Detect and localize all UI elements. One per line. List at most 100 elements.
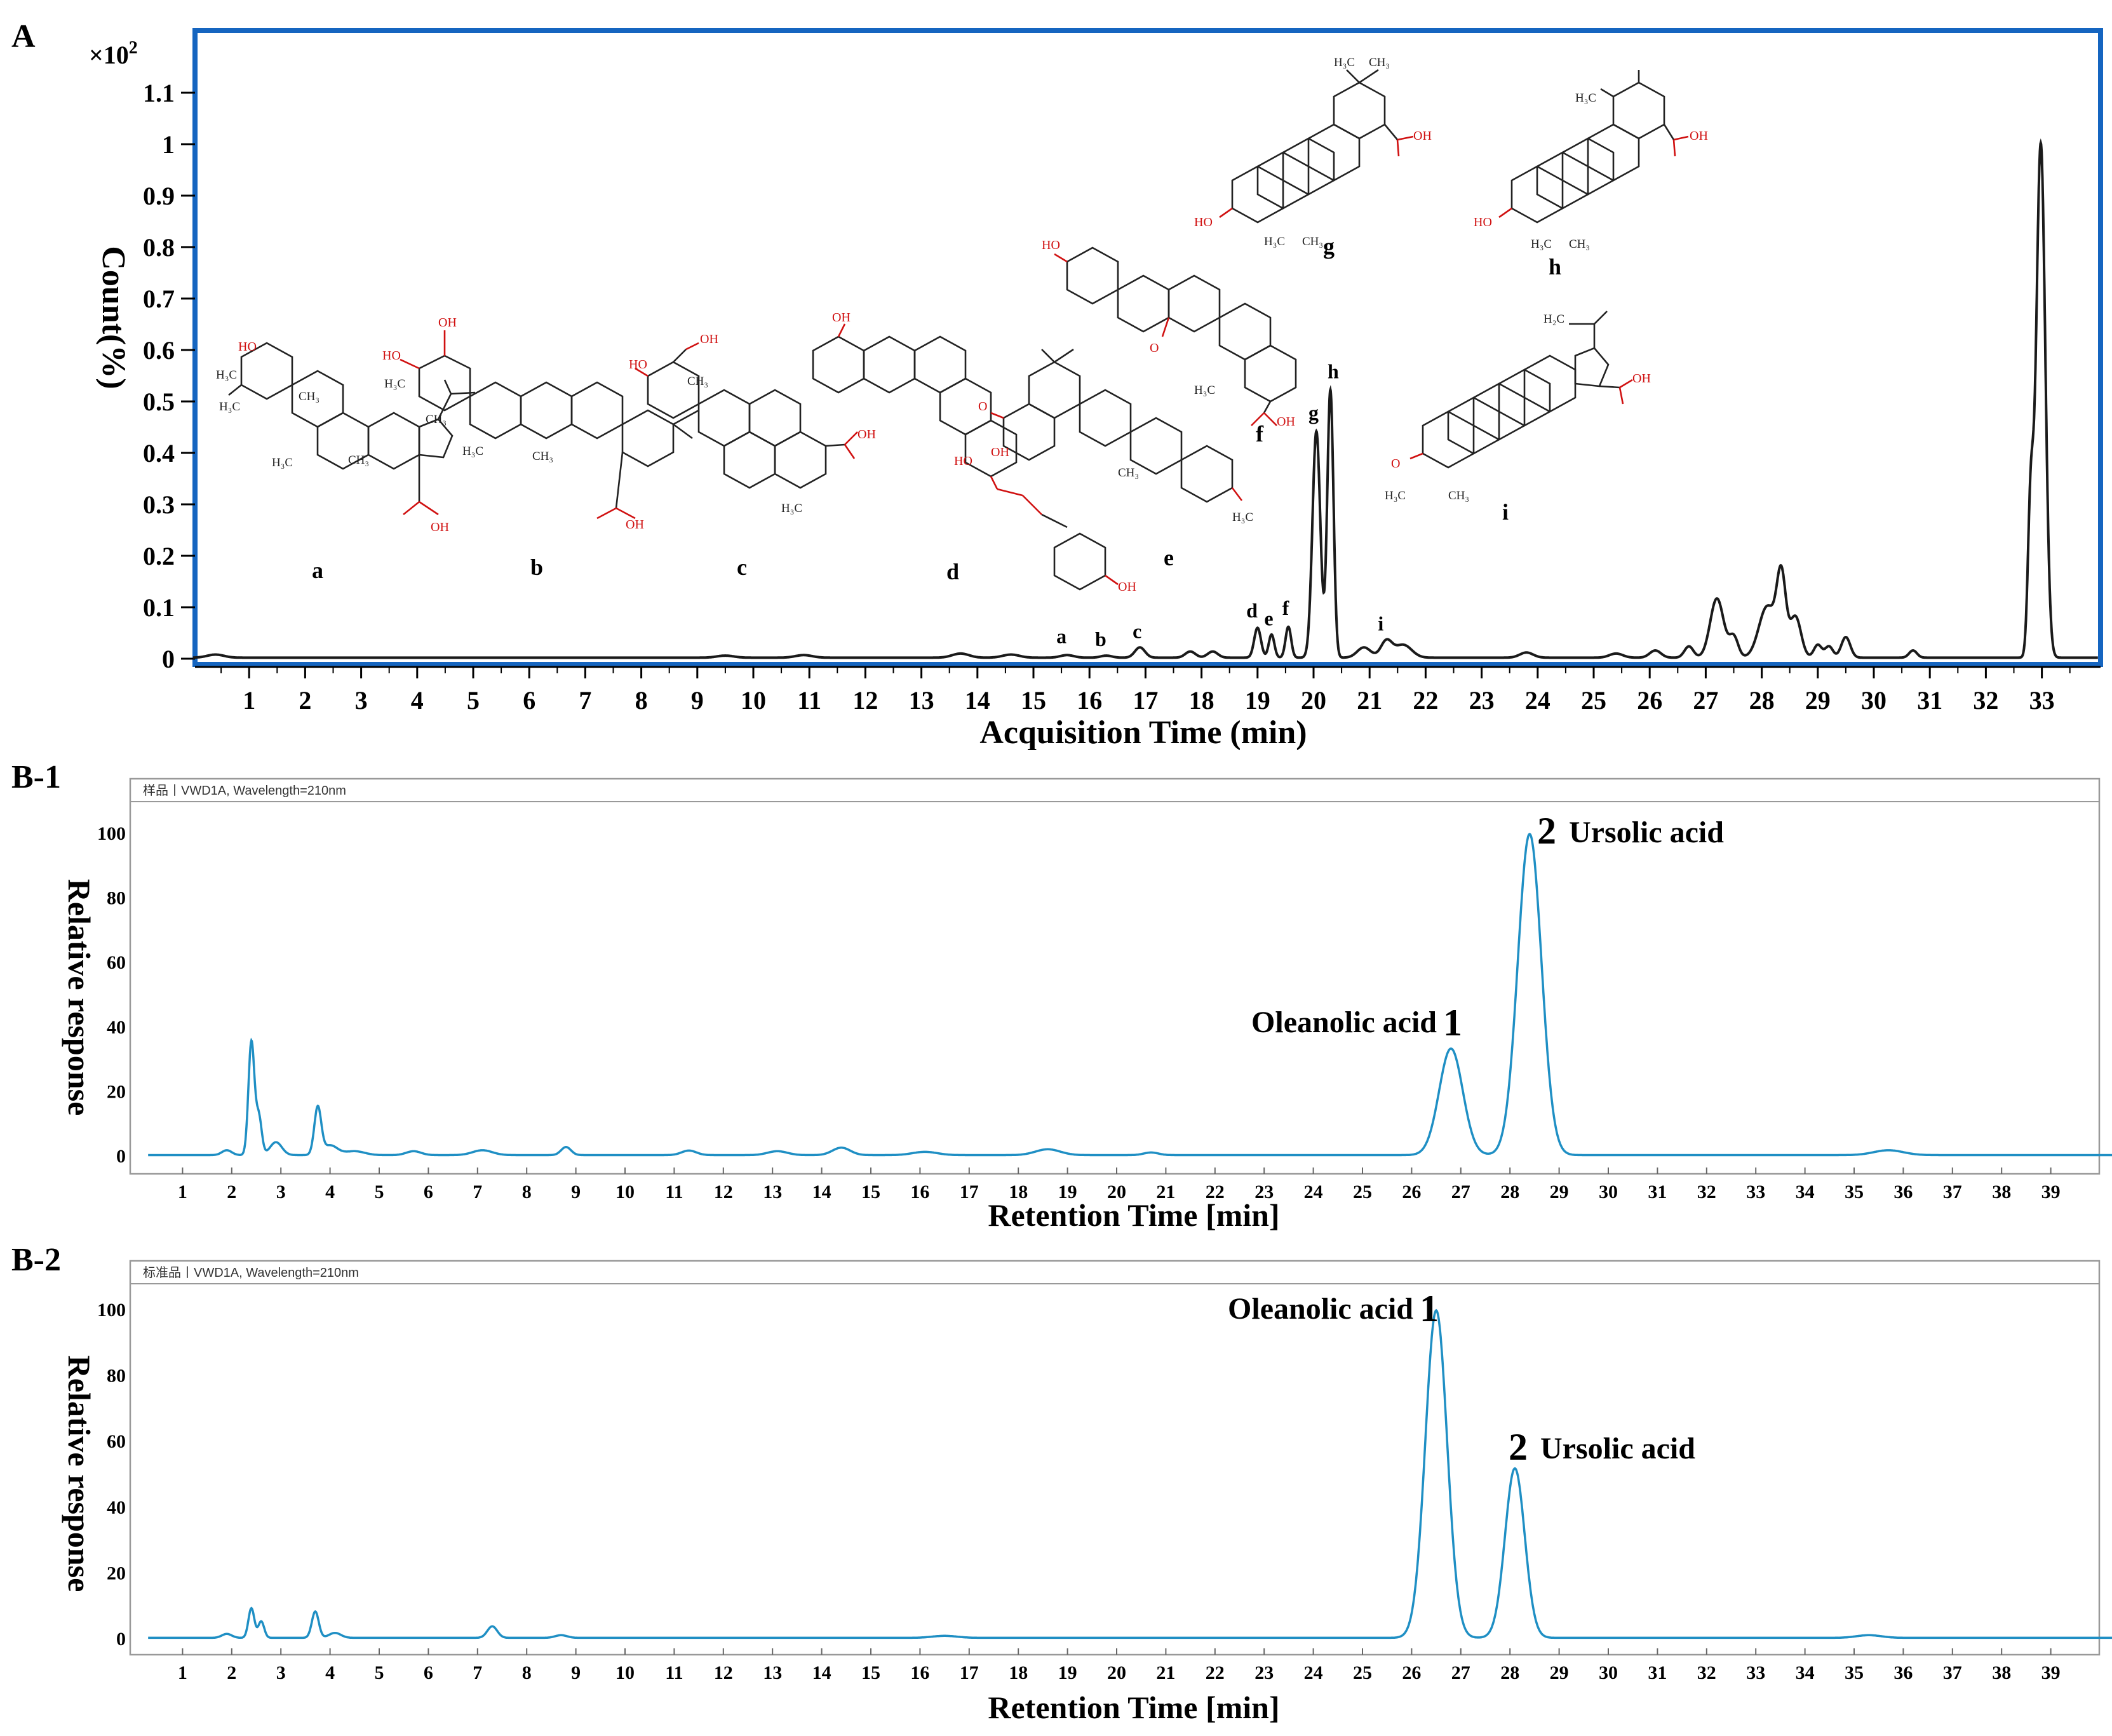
y-tick-label: 0.4 [143, 439, 175, 468]
atom-label: O [1391, 457, 1400, 471]
structure-label-c: c [737, 555, 747, 580]
peak-label-f: f [1282, 596, 1289, 619]
x-tick-label: 36 [1893, 1662, 1913, 1683]
x-tick-label: 34 [1796, 1662, 1815, 1683]
x-tick-label: 28 [1749, 686, 1775, 715]
x-tick-label: 26 [1402, 1662, 1421, 1683]
panel-b1-trace [148, 832, 2112, 1157]
y-tick-label: 0.6 [143, 336, 175, 365]
y-tick-label: 20 [107, 1081, 126, 1102]
x-tick-label: 18 [1009, 1181, 1028, 1202]
atom-label: CH₃ [1448, 489, 1469, 502]
panel-b2: B-2 标准品丨VWD1A, Wavelength=210nm Relative… [11, 1242, 2112, 1725]
atom-label: OH [991, 445, 1009, 459]
x-tick-label: 10 [615, 1662, 635, 1683]
panel-b2-xlabel: Retention Time [min] [988, 1690, 1279, 1725]
x-tick-label: 4 [325, 1181, 335, 1202]
x-tick-label: 10 [741, 686, 766, 715]
structure-b: OH HO H₃C CH₃ H₃C CH₃ OH [382, 316, 699, 532]
x-tick-label: 29 [1550, 1181, 1569, 1202]
x-tick-label: 14 [965, 686, 990, 715]
x-tick-label: 22 [1413, 686, 1438, 715]
atom-label: CH₃ [348, 454, 369, 467]
atom-label: H₃C [781, 502, 802, 515]
panel-b1-ylabel: Relative response [62, 879, 97, 1116]
panel-b1: B-1 样品丨VWD1A, Wavelength=210nm Relative … [11, 759, 2112, 1233]
x-tick-label: 9 [571, 1662, 581, 1683]
panel-a: A ×102 Count(%) 0 0.1 0.2 0.3 0.4 0.5 0.6 0.7 0.… [11, 18, 2103, 751]
panel-b2-annotations: Oleanolic acid 1 2 Ursolic acid [1228, 1288, 1695, 1468]
x-tick-label: 6 [424, 1662, 433, 1683]
panel-a-frame [192, 28, 2103, 667]
x-tick-label: 25 [1581, 686, 1606, 715]
atom-label: OH [1690, 129, 1708, 143]
x-tick-label: 2 [227, 1662, 236, 1683]
x-tick-label: 3 [276, 1662, 286, 1683]
x-tick-label: 19 [1058, 1181, 1077, 1202]
x-tick-label: 15 [861, 1662, 880, 1683]
y-tick-label: 60 [107, 952, 126, 973]
peak-label-e: e [1264, 607, 1273, 629]
y-tick-label: 1.1 [143, 79, 175, 107]
x-tick-label: 39 [2041, 1181, 2061, 1202]
atom-label: H₃C [219, 400, 240, 414]
x-tick-label: 2 [227, 1181, 236, 1202]
atom-label: OH [438, 316, 457, 330]
structure-label-i: i [1502, 499, 1509, 525]
y-tick-label: 100 [97, 823, 126, 844]
x-tick-label: 30 [1861, 686, 1887, 715]
x-tick-label: 21 [1156, 1662, 1175, 1683]
atom-label: CH₃ [299, 390, 319, 403]
x-tick-label: 32 [1973, 686, 1998, 715]
x-tick-label: 1 [243, 686, 255, 715]
x-tick-label: 19 [1245, 686, 1270, 715]
x-tick-label: 3 [276, 1181, 286, 1202]
x-tick-label: 1 [178, 1662, 187, 1683]
atom-label: HO [1194, 215, 1213, 229]
panel-b2-frame [129, 1260, 2101, 1656]
structures: HO H₃C H₃C CH₃ CH₃ H₃C OH a [216, 56, 1708, 594]
x-tick-label: 34 [1796, 1181, 1815, 1202]
x-tick-label: 5 [467, 686, 480, 715]
x-tick-label: 17 [960, 1181, 979, 1202]
x-tick-label: 4 [325, 1662, 335, 1683]
panel-a-y-axis: 0 0.1 0.2 0.3 0.4 0.5 0.6 0.7 0.8 0.9 1 1.1 [143, 79, 195, 673]
atom-label: CH₃ [1302, 235, 1323, 248]
atom-label: CH₃ [426, 413, 447, 426]
x-tick-label: 21 [1156, 1181, 1175, 1202]
structure-label-h: h [1549, 254, 1561, 279]
x-tick-label: 24 [1525, 686, 1550, 715]
x-tick-label: 25 [1353, 1662, 1372, 1683]
structure-label-b: b [530, 555, 543, 580]
atom-label: OH [700, 332, 718, 346]
atom-label: H₃C [1575, 91, 1596, 105]
structure-label-e: e [1164, 545, 1174, 570]
x-tick-label: 1 [178, 1181, 187, 1202]
panel-a-label: A [11, 18, 36, 55]
peak-label-g: g [1308, 401, 1319, 424]
x-tick-label: 10 [615, 1181, 635, 1202]
x-tick-label: 14 [812, 1181, 831, 1202]
x-tick-label: 12 [714, 1662, 733, 1683]
x-tick-label: 8 [522, 1662, 532, 1683]
x-tick-label: 18 [1009, 1662, 1028, 1683]
structure-label-d: d [946, 559, 959, 584]
peak-label-b: b [1095, 628, 1106, 650]
x-tick-label: 23 [1254, 1181, 1274, 1202]
x-tick-label: 26 [1402, 1181, 1421, 1202]
atom-label: H₃C [1194, 384, 1215, 397]
x-tick-label: 7 [579, 686, 591, 715]
b2-peak1-name: Oleanolic acid [1228, 1292, 1413, 1326]
x-tick-label: 30 [1599, 1662, 1618, 1683]
panel-b1-annotations: Oleanolic acid 1 2 Ursolic acid [1251, 810, 1724, 1044]
panel-b2-label: B-2 [11, 1242, 61, 1278]
x-tick-label: 5 [375, 1181, 384, 1202]
x-tick-label: 4 [411, 686, 424, 715]
peak-label-d: d [1246, 599, 1258, 622]
x-tick-label: 33 [2029, 686, 2055, 715]
panel-b1-xlabel: Retention Time [min] [988, 1197, 1279, 1233]
b1-peak1-name: Oleanolic acid [1251, 1006, 1437, 1039]
y-tick-label: 0.8 [143, 233, 175, 262]
